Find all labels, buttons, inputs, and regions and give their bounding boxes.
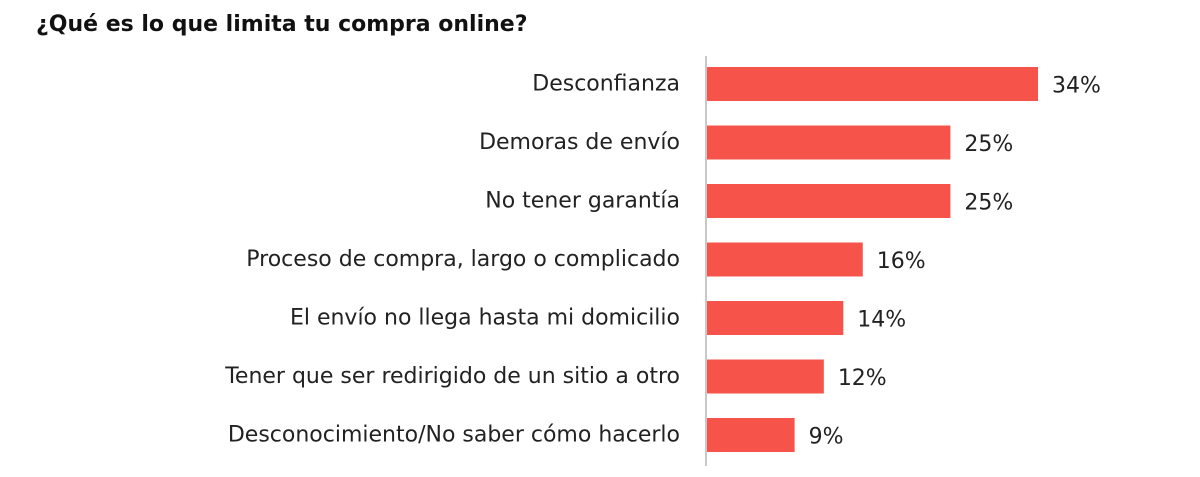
- chart-title: ¿Qué es lo que limita tu compra online?: [36, 12, 528, 37]
- category-label-6: Desconocimiento/No saber cómo hacerlo: [228, 423, 680, 448]
- value-label-0: 34%: [1052, 74, 1101, 99]
- bar-0: [707, 67, 1038, 101]
- category-label-5: Tener que ser redirigido de un sitio a o…: [224, 364, 680, 389]
- value-label-2: 25%: [964, 191, 1013, 216]
- category-labels-group: Desconfianza Demoras de envío No tener gar…: [224, 72, 680, 448]
- category-label-4: El envío no llega hasta mi domicilio: [290, 306, 680, 331]
- value-label-5: 12%: [838, 366, 887, 391]
- category-label-0: Desconfianza: [532, 72, 680, 97]
- bar-5: [707, 359, 824, 394]
- value-labels-group: 34% 25% 25% 16% 14% 12% 9%: [809, 74, 1101, 450]
- bar-3: [707, 242, 863, 277]
- bar-4: [707, 301, 844, 335]
- bar-6: [707, 418, 795, 452]
- bar-2: [707, 184, 951, 218]
- category-label-3: Proceso de compra, largo o complicado: [246, 247, 680, 272]
- category-label-2: No tener garantía: [485, 189, 680, 214]
- bars-group: [707, 67, 1038, 452]
- category-label-1: Demoras de envío: [479, 130, 680, 155]
- value-label-4: 14%: [857, 308, 906, 333]
- value-label-1: 25%: [964, 132, 1013, 157]
- value-label-6: 9%: [809, 425, 844, 450]
- value-label-3: 16%: [877, 249, 926, 274]
- bar-1: [707, 125, 951, 160]
